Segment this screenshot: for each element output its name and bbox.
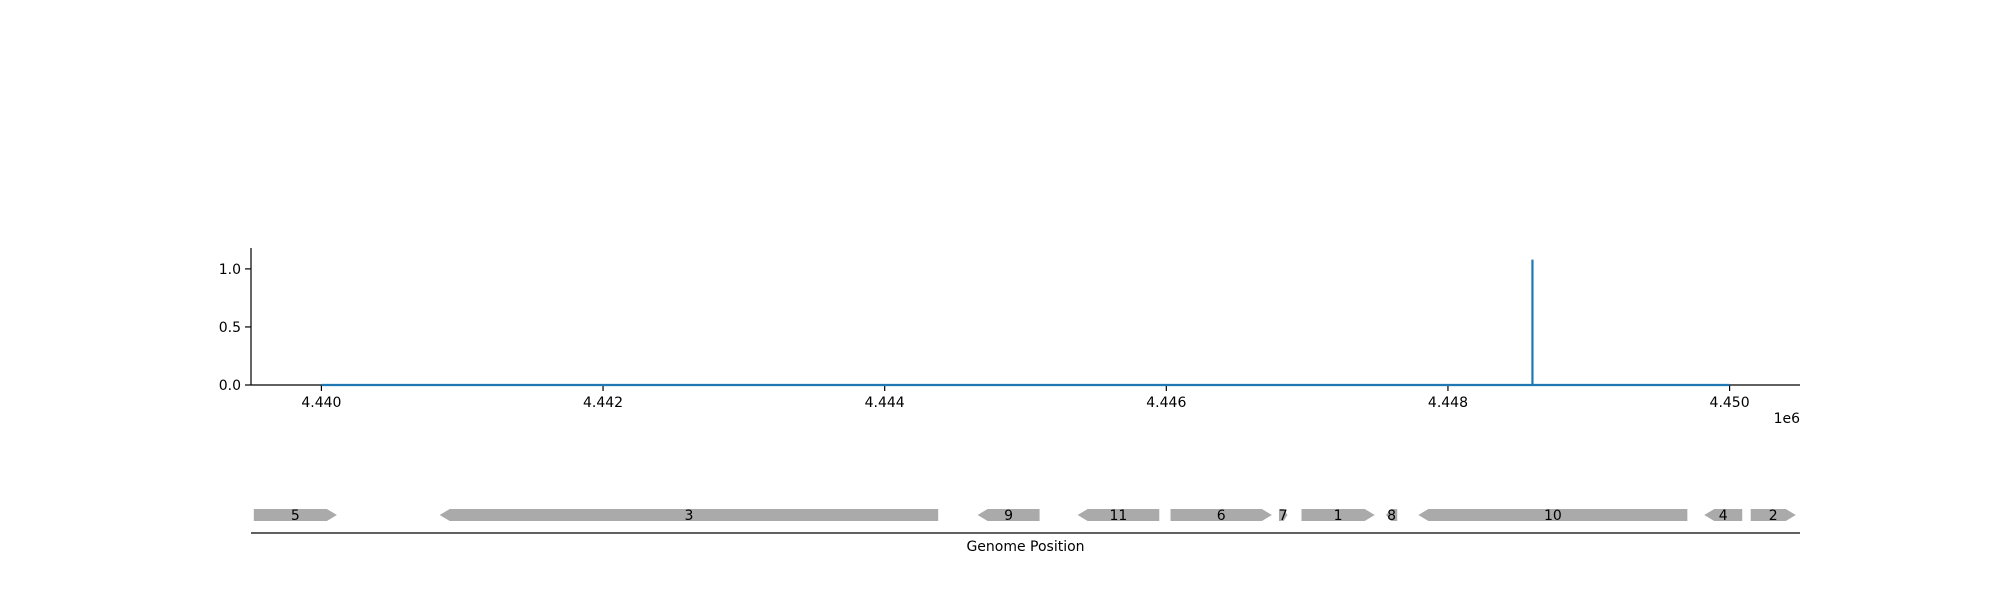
x-ticks: 4.440 4.442 4.444 4.446 4.448 4.450 (301, 385, 1750, 411)
gene-map: 5 3 9 11 6 7 1 8 10 4 2 Genome Position (251, 508, 1800, 555)
gene-label-6: 6 (1217, 508, 1226, 524)
gene-label-11: 11 (1110, 508, 1128, 524)
gene-arrow-5 (253, 509, 337, 521)
gene-arrow-9 (977, 509, 1040, 521)
x-tick-label: 4.442 (583, 395, 623, 411)
gene-arrow-6 (1170, 509, 1272, 521)
x-tick-label: 4.444 (865, 395, 905, 411)
y-tick-label: 0.0 (219, 378, 241, 394)
gene-arrow-4 (1704, 509, 1743, 521)
coverage-plot: 0.0 0.5 1.0 4.440 4.442 4.444 4.446 4.448 4.450… (219, 248, 1800, 427)
gene-arrow-7 (1278, 509, 1288, 521)
gene-label-2: 2 (1769, 508, 1778, 524)
gene-label-5: 5 (291, 508, 300, 524)
y-tick-label: 0.5 (219, 320, 241, 336)
gene-map-xlabel: Genome Position (966, 539, 1084, 555)
x-tick-label: 4.440 (301, 395, 341, 411)
gene-arrow-3 (439, 509, 939, 521)
gene-label-1: 1 (1334, 508, 1343, 524)
gene-arrow-1 (1301, 509, 1375, 521)
gene-label-7: 7 (1279, 508, 1288, 524)
gene-label-10: 10 (1544, 508, 1562, 524)
x-tick-label: 4.450 (1710, 395, 1750, 411)
gene-label-3: 3 (684, 508, 693, 524)
gene-label-8: 8 (1387, 508, 1396, 524)
gene-label-9: 9 (1004, 508, 1013, 524)
gene-arrow-10 (1418, 509, 1688, 521)
gene-arrow-8 (1385, 509, 1398, 521)
gene-arrow-2 (1750, 509, 1796, 521)
x-tick-label: 4.448 (1428, 395, 1468, 411)
coverage-series-line (321, 259, 1730, 387)
y-ticks: 0.0 0.5 1.0 (219, 262, 251, 394)
x-tick-label: 4.446 (1146, 395, 1186, 411)
gene-label-4: 4 (1719, 508, 1728, 524)
gene-arrow-11 (1077, 509, 1160, 521)
gene-arrows: 5 3 9 11 6 7 1 8 10 4 2 (253, 508, 1796, 524)
x-offset-label: 1e6 (1774, 411, 1801, 427)
y-tick-label: 1.0 (219, 262, 241, 278)
